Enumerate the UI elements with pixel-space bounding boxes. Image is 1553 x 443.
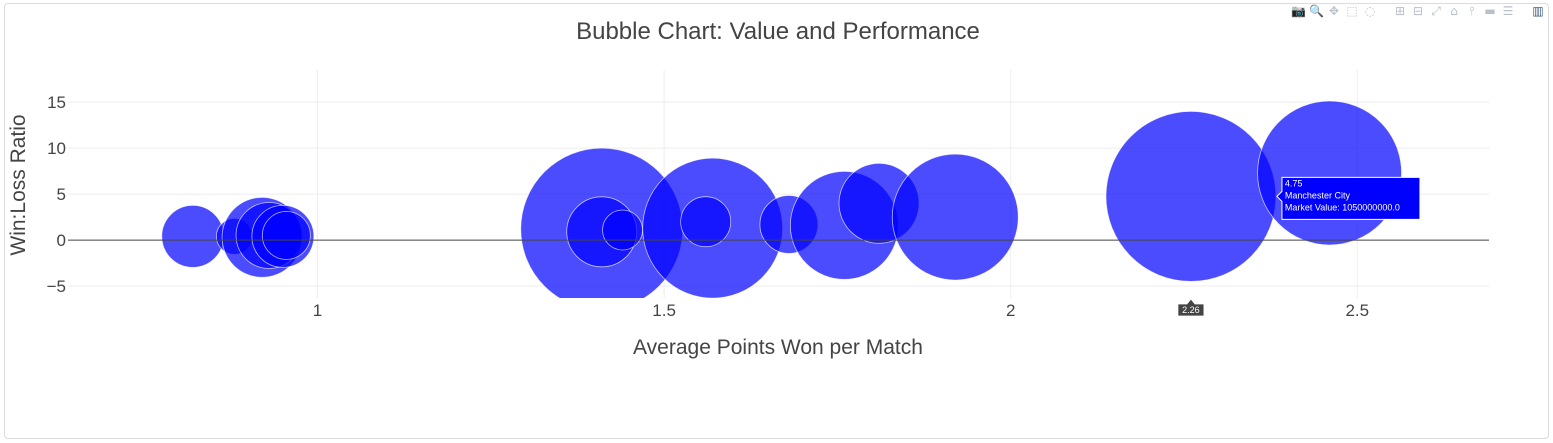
bubbles[interactable] <box>161 100 1402 310</box>
zoom-out-icon[interactable]: ⊟ <box>1412 4 1424 18</box>
x-tick-label: 1 <box>313 301 322 320</box>
x-axis-ticks: 1 1.5 2 2.5 <box>313 301 1369 320</box>
hover-compare-icon[interactable]: ☰ <box>1502 4 1514 18</box>
chart-title: Bubble Chart: Value and Performance <box>576 18 980 45</box>
hover-tooltip-y-value: 4.75 <box>1285 178 1303 188</box>
autoscale-icon[interactable]: ⤢ <box>1431 4 1441 18</box>
hover-tooltip-box <box>1276 176 1421 220</box>
box-select-icon[interactable]: ⬚ <box>1346 4 1358 18</box>
hover-closest-icon[interactable]: ▬ <box>1484 4 1496 18</box>
y-tick-label: 10 <box>47 139 66 158</box>
bubble-point[interactable] <box>1105 111 1277 282</box>
bubble-point[interactable] <box>161 205 225 268</box>
hover-tooltip-team: Manchester City <box>1285 190 1351 200</box>
x-axis-title: Average Points Won per Match <box>633 336 923 359</box>
bubble-point[interactable] <box>891 153 1019 281</box>
hover-tooltip-market-value: Market Value: 1050000000.0 <box>1285 202 1400 212</box>
x-tick-label: 2.5 <box>1345 301 1369 320</box>
camera-icon[interactable]: 📷 <box>1291 4 1306 18</box>
hover-x-label: 2.26 <box>1182 305 1200 315</box>
y-tick-label: 15 <box>47 93 66 112</box>
x-tick-label: 2 <box>1006 301 1015 320</box>
x-tick-label: 1.5 <box>652 301 676 320</box>
y-axis-title: Win:Loss Ratio <box>7 114 30 255</box>
y-axis-ticks: −5 0 5 10 15 <box>47 93 66 296</box>
y-tick-label: 0 <box>57 231 66 250</box>
y-tick-label: −5 <box>47 277 66 296</box>
hover-layer: 2.26 4.75 Manchester City Market Value: 105… <box>1177 176 1421 317</box>
bubble-point[interactable] <box>680 196 732 248</box>
hover-x-label-box <box>1177 298 1205 317</box>
plotly-logo-icon[interactable]: ▥ <box>1532 4 1544 18</box>
y-tick-label: 5 <box>57 185 66 204</box>
zoom-icon[interactable]: 🔍 <box>1309 4 1324 18</box>
bubble-point[interactable] <box>261 211 311 260</box>
modebar: 📷 🔍 ✥ ⬚ ◌ ⊞ ⊟ ⤢ ⌂ ⫯ ▬ ☰ ▥ <box>1291 3 1545 19</box>
lasso-select-icon[interactable]: ◌ <box>1364 4 1376 18</box>
bubble-point[interactable] <box>602 209 643 251</box>
bubble-point[interactable] <box>1257 100 1402 246</box>
spike-lines-icon[interactable]: ⫯ <box>1469 4 1475 18</box>
zoom-in-icon[interactable]: ⊞ <box>1394 4 1406 18</box>
pan-icon[interactable]: ✥ <box>1328 4 1340 18</box>
reset-axes-icon[interactable]: ⌂ <box>1450 4 1458 18</box>
